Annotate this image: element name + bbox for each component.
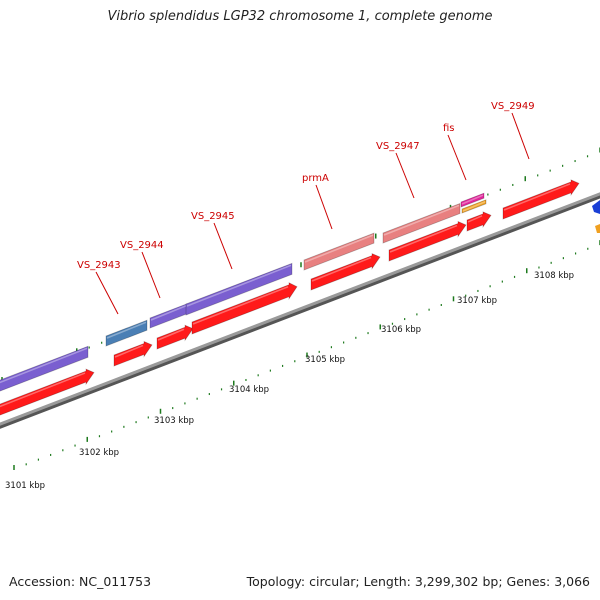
gene-leader-2 <box>213 222 233 270</box>
cds-vs2945-highlight <box>192 286 289 325</box>
backbone <box>0 192 600 429</box>
cds-vs2949-highlight <box>503 183 571 211</box>
cds-vs2944-highlight <box>157 328 185 341</box>
feature-prma-top-highlight <box>304 234 374 263</box>
kbp-label-3105: 3105 kbp <box>305 355 345 365</box>
feature-prma-top <box>303 232 375 271</box>
gene-label-prma[interactable]: prmA <box>302 173 329 184</box>
feature-fis-top-b <box>461 199 487 214</box>
cds-fis <box>466 211 492 232</box>
cds-vs2942 <box>0 368 95 416</box>
feature-fis-top-a-highlight <box>461 194 484 205</box>
feature-vs2947-top-highlight <box>383 204 460 236</box>
cds-vs2945 <box>191 282 298 335</box>
gene-leader-6 <box>511 112 530 160</box>
gene-label-vs2949[interactable]: VS_2949 <box>491 101 535 112</box>
cds-vs2943 <box>113 340 153 367</box>
gene-label-vs2944[interactable]: VS_2944 <box>120 240 164 251</box>
cds-vs2949 <box>502 179 580 220</box>
gene-leader-4 <box>395 152 415 199</box>
cds-vs2942-highlight <box>0 372 86 408</box>
gene-leader-3 <box>315 184 333 230</box>
feature-vs2942-top-highlight <box>0 347 88 384</box>
gene-label-vs2947[interactable]: VS_2947 <box>376 141 420 152</box>
kbp-label-3106: 3106 kbp <box>381 325 421 335</box>
feature-vs2944-top-highlight <box>150 305 187 321</box>
cds-prma-highlight <box>311 256 372 282</box>
map-title: Vibrio splendidus LGP32 chromosome 1, co… <box>107 9 493 24</box>
feature-fis-top-b-highlight <box>462 201 486 212</box>
gene-label-vs2943[interactable]: VS_2943 <box>77 260 121 271</box>
feature-vs2947-top <box>382 202 461 244</box>
feature-vs2945-top <box>185 262 293 316</box>
gene-label-fis[interactable]: fis <box>443 123 455 134</box>
cds-vs2947-highlight <box>389 224 458 253</box>
gene-leader-0 <box>95 271 119 315</box>
feature-vs2945-top-highlight <box>186 264 292 307</box>
cds-prma <box>310 252 381 291</box>
kbp-label-3104: 3104 kbp <box>229 385 269 395</box>
gene-leader-1 <box>141 251 161 299</box>
feature-vs2943-top <box>105 319 148 347</box>
feature-vs2942-top <box>0 345 89 392</box>
cds-vs2947 <box>388 220 467 262</box>
kbp-label-3107: 3107 kbp <box>457 296 497 306</box>
accession-text: Accession: NC_011753 <box>9 574 152 589</box>
feature-edge-orange <box>595 224 600 233</box>
genome-summary-text: Topology: circular; Length: 3,299,302 bp… <box>246 574 590 589</box>
kbp-label-3103: 3103 kbp <box>154 416 194 426</box>
gene-label-vs2945[interactable]: VS_2945 <box>191 211 235 222</box>
cds-vs2944 <box>156 324 194 350</box>
feature-edge-blue <box>592 200 600 214</box>
feature-vs2943-top-highlight <box>106 321 147 339</box>
gene-leader-5 <box>447 134 467 181</box>
cds-fis-highlight <box>467 215 483 223</box>
feature-fis-top-a <box>460 192 485 208</box>
gene-label-leaders <box>95 112 530 315</box>
inner-tick-track <box>13 240 600 470</box>
feature-track <box>0 179 600 416</box>
cds-vs2943-highlight <box>114 344 144 358</box>
kbp-label-3108: 3108 kbp <box>534 271 574 281</box>
kbp-label-3102: 3102 kbp <box>79 448 119 458</box>
kbp-label-3101: 3101 kbp <box>5 481 45 491</box>
